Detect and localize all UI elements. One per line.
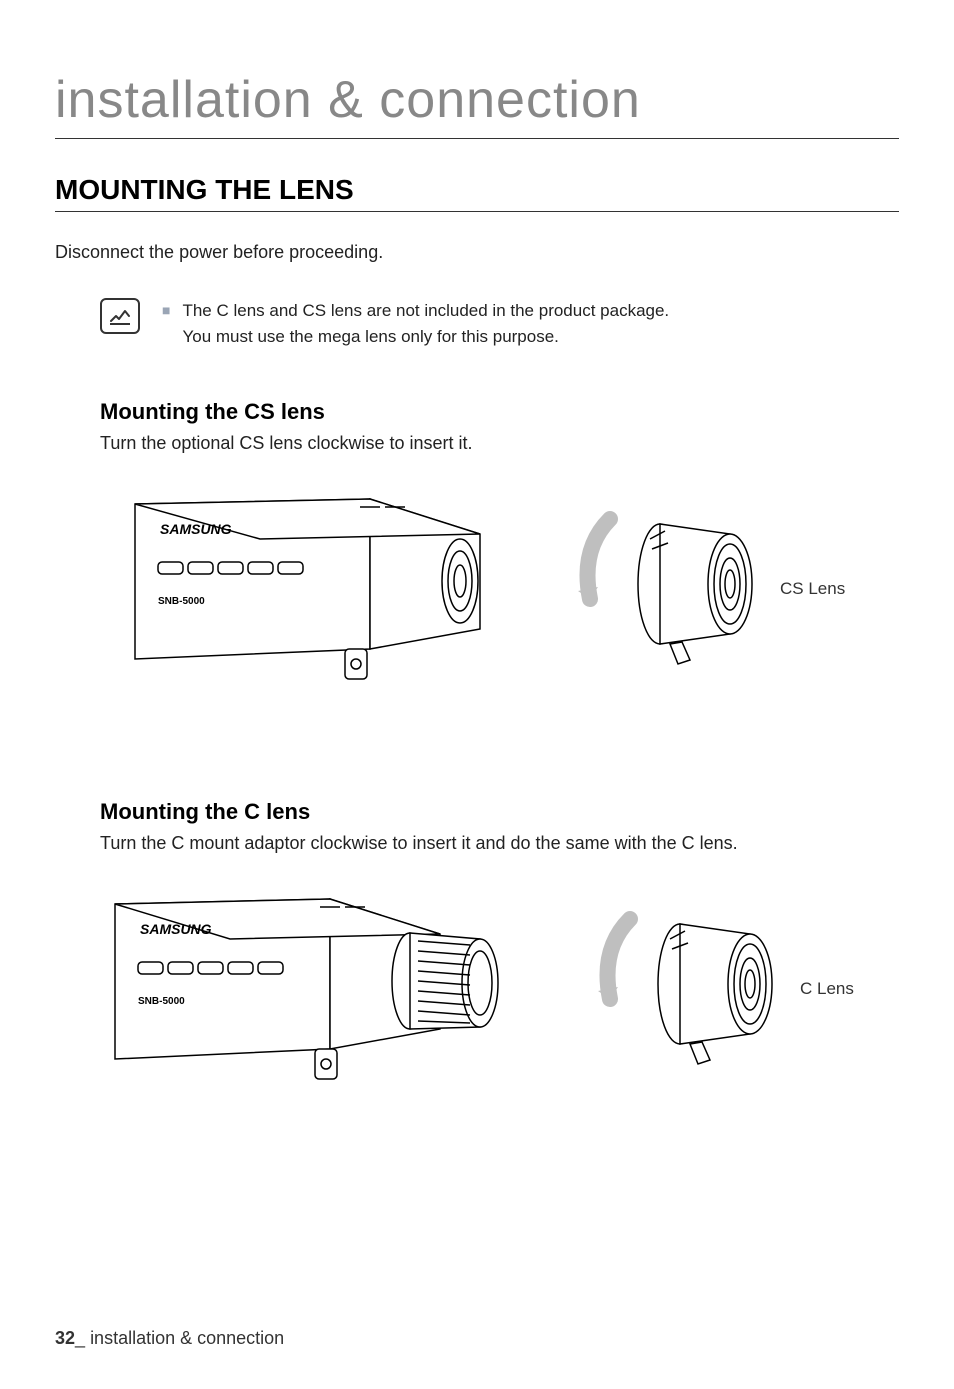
page-number: 32: [55, 1328, 75, 1348]
bullet-icon: ■: [162, 302, 170, 318]
cs-diagram: SAMSUNG SNB-5000: [55, 479, 899, 749]
c-mount-adaptor: [392, 933, 498, 1029]
intro-text: Disconnect the power before proceeding.: [55, 242, 899, 263]
footer-chapter: installation & connection: [90, 1328, 284, 1348]
c-lens-graphic: [598, 919, 772, 1064]
camera-model-cs: SNB-5000: [158, 596, 205, 607]
cs-lens-graphic: [578, 519, 752, 664]
cs-section-title: Mounting the CS lens: [55, 399, 899, 425]
cs-lens-label: CS Lens: [780, 579, 845, 598]
note-line2: You must use the mega lens only for this…: [182, 327, 558, 346]
camera-body-c: SAMSUNG SNB-5000: [115, 899, 440, 1079]
section-title: MOUNTING THE LENS: [55, 174, 899, 212]
camera-body-cs: SAMSUNG SNB-5000: [135, 499, 480, 679]
footer-sep: _: [75, 1328, 85, 1348]
c-section-text: Turn the C mount adaptor clockwise to in…: [55, 833, 899, 854]
note-block: ■ The C lens and CS lens are not include…: [55, 298, 899, 349]
note-icon: [100, 298, 140, 334]
page-footer: 32_ installation & connection: [55, 1328, 284, 1349]
note-text: The C lens and CS lens are not included …: [182, 298, 669, 349]
cs-section-text: Turn the optional CS lens clockwise to i…: [55, 433, 899, 454]
c-section-title: Mounting the C lens: [55, 799, 899, 825]
c-lens-label: C Lens: [800, 979, 854, 998]
chapter-title: installation & connection: [55, 70, 899, 139]
camera-brand-c: SAMSUNG: [140, 921, 212, 937]
camera-model-c: SNB-5000: [138, 996, 185, 1007]
note-line1: The C lens and CS lens are not included …: [182, 301, 669, 320]
c-diagram: SAMSUNG SNB-5000: [55, 879, 899, 1149]
camera-brand-cs: SAMSUNG: [160, 521, 232, 537]
